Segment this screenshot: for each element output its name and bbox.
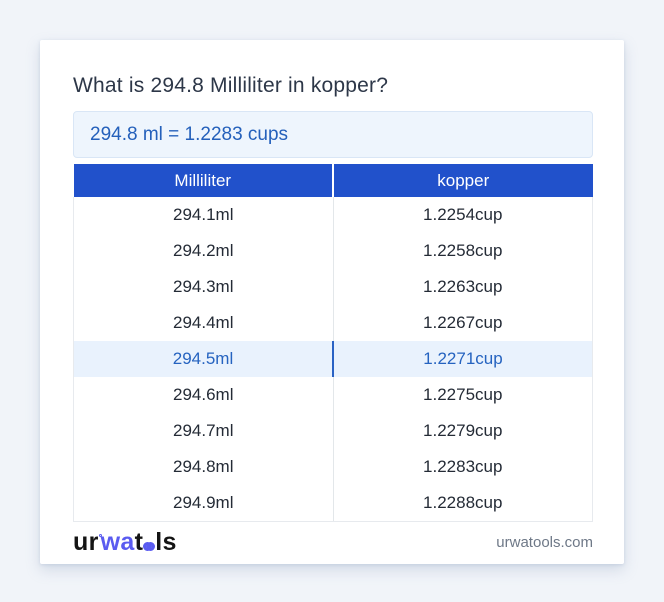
cup-value: 1.2267cup [332, 305, 593, 341]
logo-text-wa: wa [100, 528, 135, 556]
col-header-kopper: kopper [332, 164, 593, 197]
logo-circle-icon [146, 542, 156, 551]
site-domain: urwatools.com [496, 534, 593, 551]
conversion-card: What is 294.8 Milliliter in kopper? 294.… [40, 40, 624, 564]
ml-value: 294.6ml [73, 377, 333, 413]
table-row[interactable]: 294.1ml 1.2254cup [73, 197, 593, 233]
card-footer: urwat ls urwatools.com [73, 522, 593, 564]
answer-box: 294.8 ml = 1.2283 cups [73, 111, 593, 158]
ml-value: 294.9ml [73, 485, 333, 522]
cup-value: 1.2279cup [332, 413, 593, 449]
cup-value: 1.2283cup [332, 449, 593, 485]
cup-value: 1.2275cup [332, 377, 593, 413]
logo-text-ur: ur [73, 528, 99, 556]
table-row[interactable]: 294.6ml 1.2275cup [73, 377, 593, 413]
ml-value: 294.8ml [73, 449, 333, 485]
table-row[interactable]: 294.3ml 1.2263cup [73, 269, 593, 305]
ml-value: 294.7ml [73, 413, 333, 449]
table-row[interactable]: 294.7ml 1.2279cup [73, 413, 593, 449]
table-row[interactable]: 294.4ml 1.2267cup [73, 305, 593, 341]
answer-text: 294.8 ml = 1.2283 cups [90, 123, 289, 145]
logo-text-ls: ls [155, 528, 177, 556]
logo-text-t: t [134, 528, 144, 556]
ml-value: 294.3ml [73, 269, 333, 305]
conversion-table: Milliliter kopper 294.1ml 1.2254cup 294.… [73, 164, 593, 522]
table-row[interactable]: 294.9ml 1.2288cup [73, 485, 593, 522]
page-title: What is 294.8 Milliliter in kopper? [73, 74, 389, 97]
ml-value: 294.2ml [73, 233, 333, 269]
ml-value: 294.4ml [73, 305, 333, 341]
table-header-row: Milliliter kopper [73, 164, 593, 197]
cup-value: 1.2254cup [332, 197, 593, 233]
brand-logo[interactable]: urwat ls [73, 528, 177, 557]
cup-value: 1.2258cup [332, 233, 593, 269]
cup-value: 1.2288cup [332, 485, 593, 522]
table-row[interactable]: 294.8ml 1.2283cup [73, 449, 593, 485]
col-header-milliliter: Milliliter [73, 164, 333, 197]
ml-value: 294.5ml [73, 341, 333, 377]
table-row-highlighted[interactable]: 294.5ml 1.2271cup [73, 341, 593, 377]
cup-value: 1.2271cup [332, 341, 593, 377]
table-row[interactable]: 294.2ml 1.2258cup [73, 233, 593, 269]
ml-value: 294.1ml [73, 197, 333, 233]
cup-value: 1.2263cup [332, 269, 593, 305]
logo-ring-icon [98, 534, 102, 537]
